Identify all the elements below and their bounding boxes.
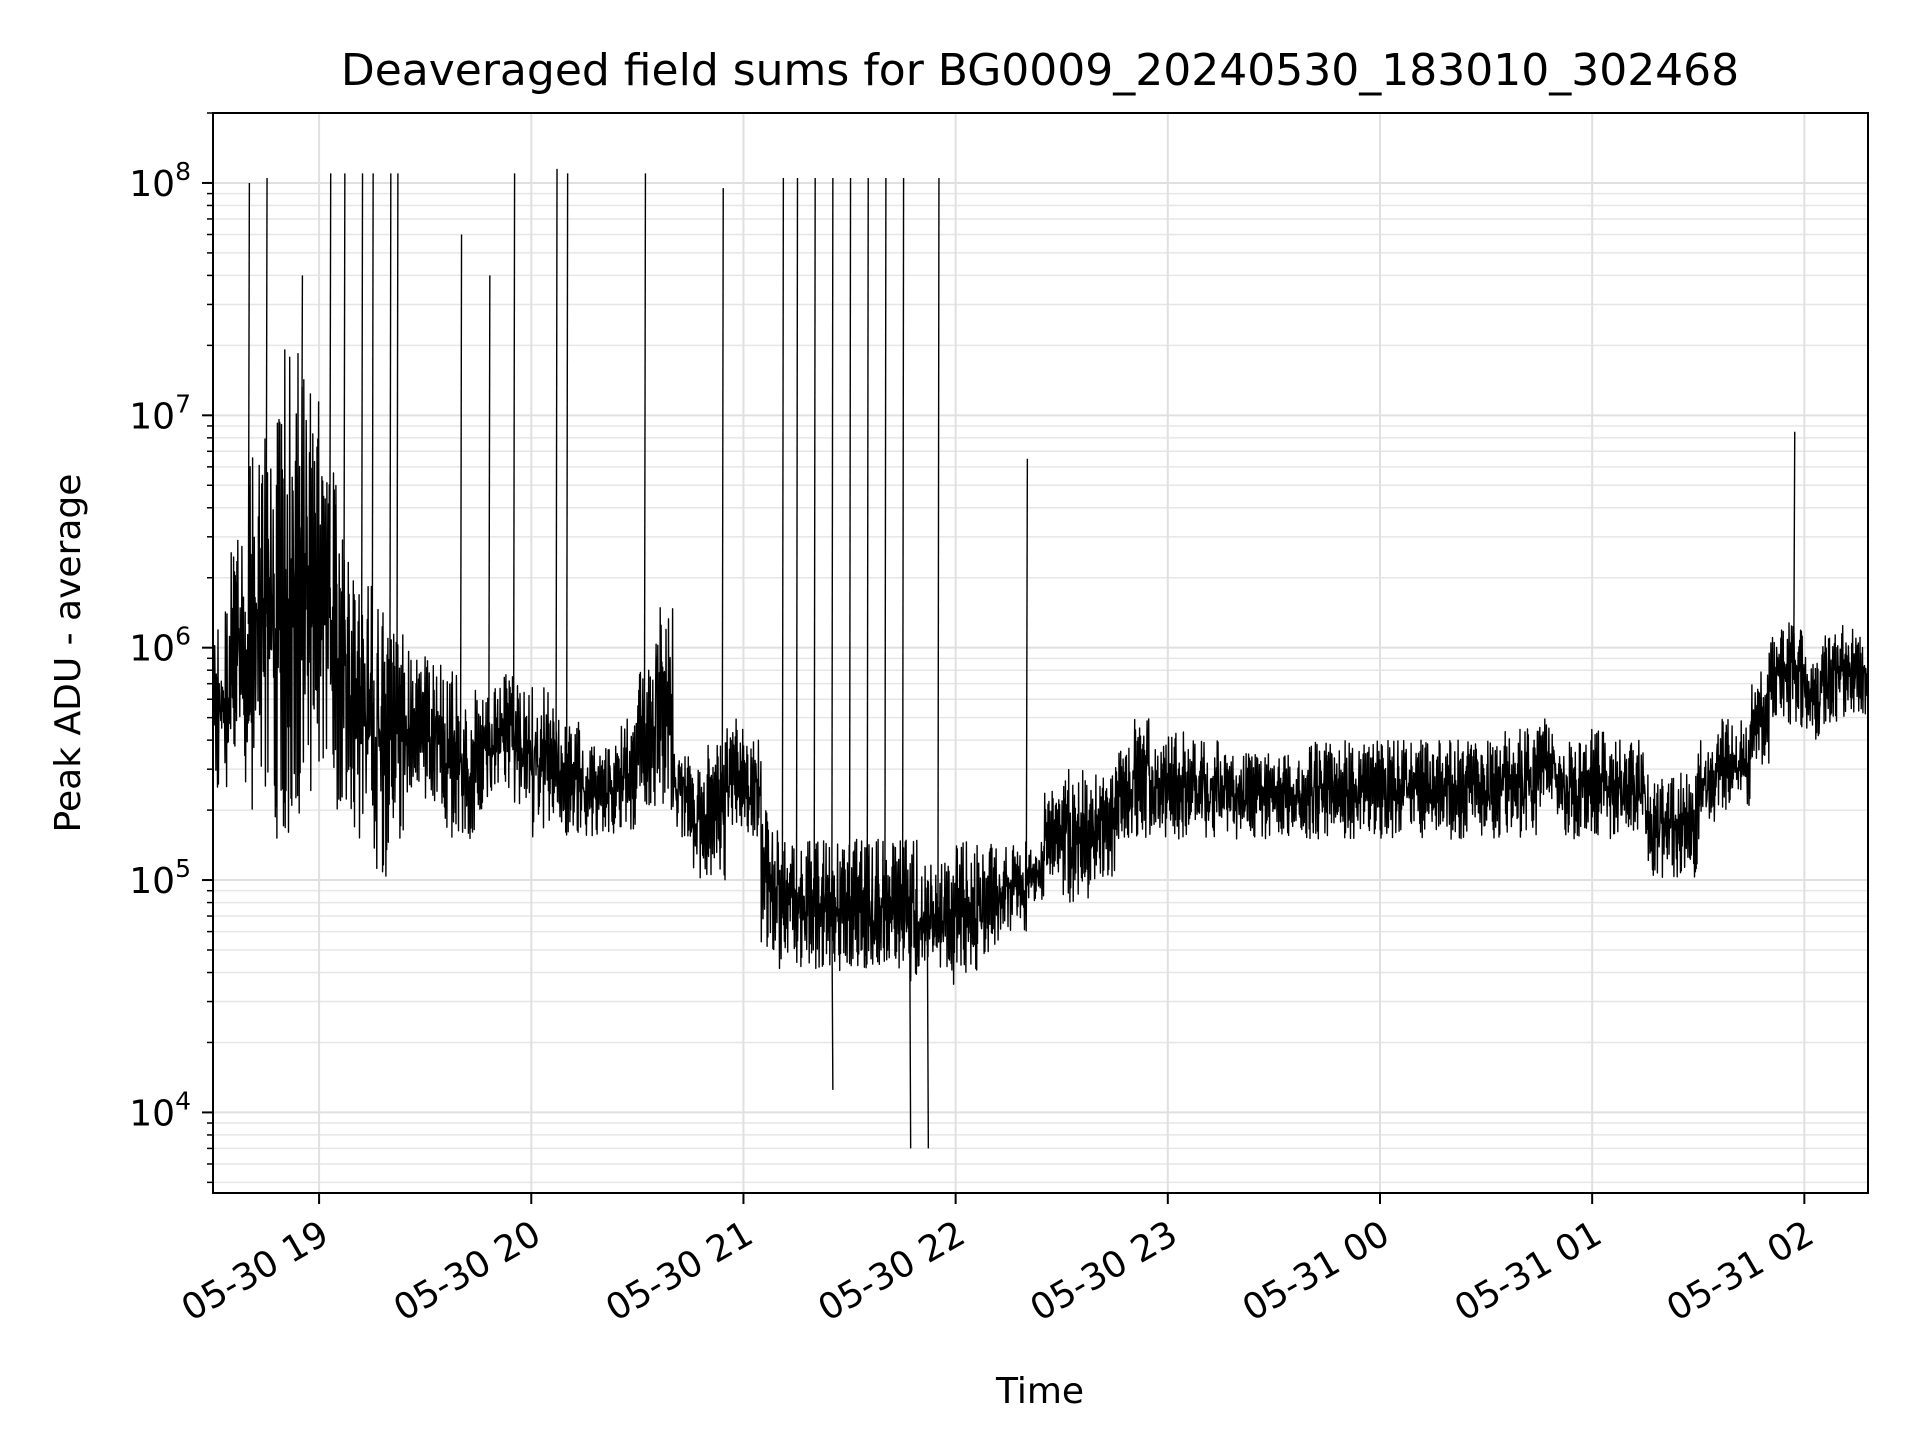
spike-mark bbox=[831, 905, 834, 1090]
spike-mark bbox=[565, 173, 569, 779]
spike-mark bbox=[396, 173, 399, 735]
spike-mark bbox=[371, 173, 374, 744]
spike-mark bbox=[555, 168, 558, 770]
spike-mark bbox=[459, 234, 463, 762]
data-layer bbox=[212, 168, 1869, 1149]
spike-mark bbox=[343, 173, 346, 674]
spike-mark bbox=[884, 178, 887, 906]
spike-mark bbox=[813, 178, 816, 906]
y-tick-label: 105 bbox=[129, 854, 191, 902]
spike-mark bbox=[488, 275, 491, 747]
y-tick-label: 108 bbox=[129, 157, 191, 205]
spike-mark bbox=[1793, 431, 1796, 675]
spike-mark bbox=[1025, 458, 1029, 871]
y-axis-label: Peak ADU - average bbox=[48, 474, 89, 833]
spike-mark bbox=[512, 173, 516, 747]
spike-mark bbox=[926, 923, 930, 1149]
spike-mark bbox=[721, 188, 724, 811]
y-tick-label: 104 bbox=[129, 1086, 191, 1134]
spike-mark bbox=[781, 178, 785, 906]
spike-mark bbox=[831, 178, 834, 906]
x-axis-label: Time bbox=[995, 1371, 1084, 1412]
y-axis: 104 105 106 107 108 bbox=[129, 112, 213, 1184]
spike-mark bbox=[908, 912, 912, 1149]
spike-mark bbox=[866, 178, 869, 906]
spike-mark bbox=[643, 173, 647, 741]
spike-mark bbox=[300, 275, 304, 593]
grid bbox=[213, 112, 1868, 1193]
spike-mark bbox=[265, 178, 268, 628]
spike-mark bbox=[901, 178, 905, 913]
spike-mark bbox=[247, 182, 251, 624]
spike-mark bbox=[389, 173, 392, 735]
spike-mark bbox=[848, 178, 852, 906]
spike-mark bbox=[937, 178, 940, 924]
y-tick-label: 107 bbox=[129, 389, 191, 437]
spike-mark bbox=[795, 178, 799, 906]
plot-frame bbox=[212, 112, 1869, 1194]
spike-mark bbox=[360, 173, 364, 709]
chart-title: Deaveraged field sums for BG0009_2024053… bbox=[341, 45, 1739, 96]
y-tick-label: 106 bbox=[129, 622, 191, 670]
spike-mark bbox=[328, 173, 332, 619]
